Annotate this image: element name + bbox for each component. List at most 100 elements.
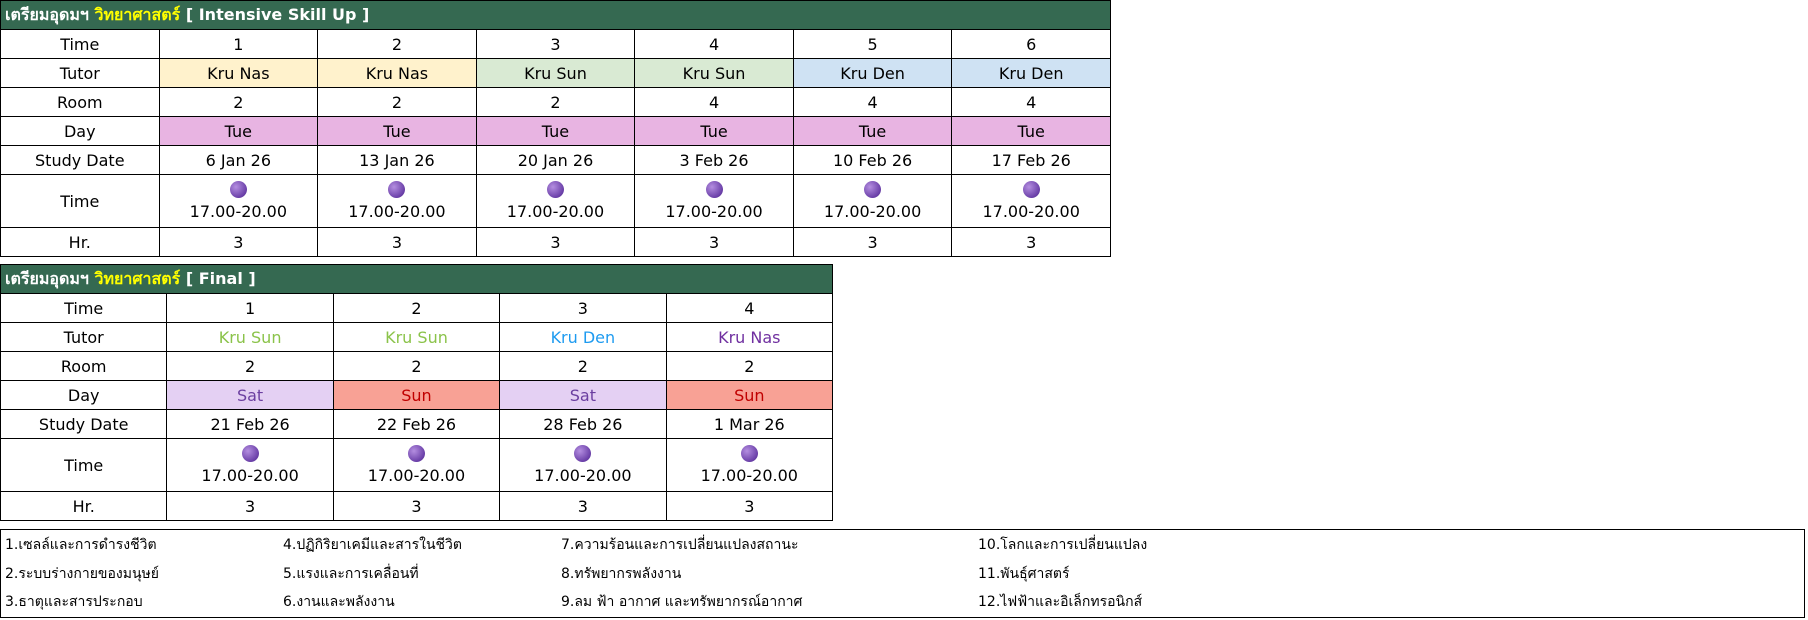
purple-ball-icon (229, 181, 247, 198)
cell-date: 17 Feb 26 (951, 145, 1111, 175)
cell-tutor: Kru Sun (332, 322, 501, 352)
purple-ball-icon (407, 445, 425, 462)
cell-day: Tue (951, 116, 1111, 146)
legend-item: 7.ความร้อนและการเปลี่ยนแปลงสถานะ (561, 537, 799, 553)
cell-date: 21 Feb 26 (166, 409, 334, 439)
cell-day: Tue (792, 116, 953, 146)
cell-date: 10 Feb 26 (792, 145, 953, 175)
cell-day: Sat (166, 380, 334, 410)
cell-room: 2 (499, 351, 667, 381)
cell-hr: 3 (951, 227, 1111, 257)
cell-day: Tue (158, 116, 319, 146)
cell-time: 4 (634, 29, 794, 59)
cell-hr: 3 (634, 227, 794, 257)
legend-item: 4.ปฏิกิริยาเคมีและสารในชีวิต (283, 537, 462, 553)
cell-hr: 3 (499, 491, 667, 521)
legend-item: 5.แรงและการเคลื่อนที่ (283, 566, 419, 582)
cell-day: Sun (332, 380, 501, 410)
topic-legend: 1.เซลล์และการดำรงชีวิต 2.ระบบร่างกายของมน… (0, 529, 1805, 618)
cell-time: 5 (792, 29, 953, 59)
row-day: Day Tue Tue Tue Tue Tue Tue (0, 116, 1111, 146)
cell-tutor: Kru Den (792, 58, 953, 88)
cell-tutor: Kru Den (499, 322, 667, 352)
row-label: Time (0, 174, 160, 228)
cell-hr: 3 (158, 227, 319, 257)
cell-time: 4 (665, 293, 834, 323)
row-label: Study Date (0, 145, 160, 175)
cell-tutor: Kru Sun (634, 58, 794, 88)
row-hr: Hr. 3 3 3 3 (0, 491, 834, 521)
cell-tutor: Kru Nas (665, 322, 834, 352)
cell-hr: 3 (475, 227, 636, 257)
cell-time-slot: 17.00-20.00 (634, 174, 794, 228)
cell-date: 20 Jan 26 (475, 145, 636, 175)
row-time: Time 1 2 3 4 (0, 293, 834, 323)
cell-time-slot: 17.00-20.00 (475, 174, 636, 228)
cell-time-slot: 17.00-20.00 (499, 438, 667, 492)
row-label: Room (0, 87, 160, 117)
cell-hr: 3 (792, 227, 953, 257)
row-tutor: Tutor Kru Sun Kru Sun Kru Den Kru Nas (0, 322, 834, 352)
row-day: Day Sat Sun Sat Sun (0, 380, 834, 410)
purple-ball-icon (1022, 181, 1040, 198)
purple-ball-icon (705, 181, 723, 198)
cell-hr: 3 (166, 491, 334, 521)
legend-item: 10.โลกและการเปลี่ยนแปลง (978, 537, 1148, 553)
row-label: Time (0, 293, 168, 323)
row-label: Study Date (0, 409, 168, 439)
row-room: Room 2 2 2 2 (0, 351, 834, 381)
cell-tutor: Kru Sun (475, 58, 636, 88)
cell-time-slot: 17.00-20.00 (665, 438, 834, 492)
cell-room: 4 (792, 87, 953, 117)
cell-hr: 3 (317, 227, 477, 257)
purple-ball-icon (574, 445, 592, 462)
row-label: Day (0, 116, 160, 146)
row-time: Time 1 2 3 4 5 6 (0, 29, 1111, 59)
cell-tutor: Kru Den (951, 58, 1111, 88)
intensive-schedule-table: เตรียมอุดมฯ วิทยาศาสตร์ [ Intensive Skil… (0, 0, 1111, 257)
purple-ball-icon (740, 445, 758, 462)
table-title: เตรียมอุดมฯ วิทยาศาสตร์ [ Final ] (0, 264, 833, 294)
row-label: Hr. (0, 491, 168, 521)
cell-date: 6 Jan 26 (158, 145, 319, 175)
cell-time: 2 (317, 29, 477, 59)
purple-ball-icon (241, 445, 259, 462)
cell-time: 1 (158, 29, 319, 59)
cell-room: 4 (634, 87, 794, 117)
cell-day: Sat (499, 380, 667, 410)
cell-time: 6 (951, 29, 1111, 59)
cell-hr: 3 (332, 491, 501, 521)
cell-room: 2 (332, 351, 501, 381)
row-label: Time (0, 438, 168, 492)
legend-item: 2.ระบบร่างกายของมนุษย์ (5, 566, 159, 582)
cell-room: 2 (475, 87, 636, 117)
cell-date: 13 Jan 26 (317, 145, 477, 175)
row-slot: Time 17.00-20.00 17.00-20.00 17.00-20.00 17.… (0, 174, 1111, 228)
cell-hr: 3 (665, 491, 834, 521)
row-date: Study Date 6 Jan 26 13 Jan 26 20 Jan 26 3 Fe… (0, 145, 1111, 175)
cell-day: Tue (475, 116, 636, 146)
cell-tutor: Kru Nas (317, 58, 477, 88)
cell-day: Tue (634, 116, 794, 146)
cell-time-slot: 17.00-20.00 (158, 174, 319, 228)
cell-time-slot: 17.00-20.00 (951, 174, 1111, 228)
cell-date: 28 Feb 26 (499, 409, 667, 439)
cell-day: Sun (665, 380, 834, 410)
row-label: Hr. (0, 227, 160, 257)
cell-room: 2 (166, 351, 334, 381)
cell-time-slot: 17.00-20.00 (166, 438, 334, 492)
row-label: Time (0, 29, 160, 59)
cell-time-slot: 17.00-20.00 (792, 174, 953, 228)
cell-date: 3 Feb 26 (634, 145, 794, 175)
legend-item: 1.เซลล์และการดำรงชีวิต (5, 537, 157, 553)
row-label: Room (0, 351, 168, 381)
row-room: Room 2 2 2 4 4 4 (0, 87, 1111, 117)
cell-tutor: Kru Nas (158, 58, 319, 88)
cell-room: 2 (158, 87, 319, 117)
row-label: Tutor (0, 58, 160, 88)
legend-item: 12.ไฟฟ้าและอิเล็กทรอนิกส์ (978, 594, 1143, 610)
cell-date: 1 Mar 26 (665, 409, 834, 439)
purple-ball-icon (388, 181, 406, 198)
cell-time: 3 (475, 29, 636, 59)
cell-room: 2 (665, 351, 834, 381)
